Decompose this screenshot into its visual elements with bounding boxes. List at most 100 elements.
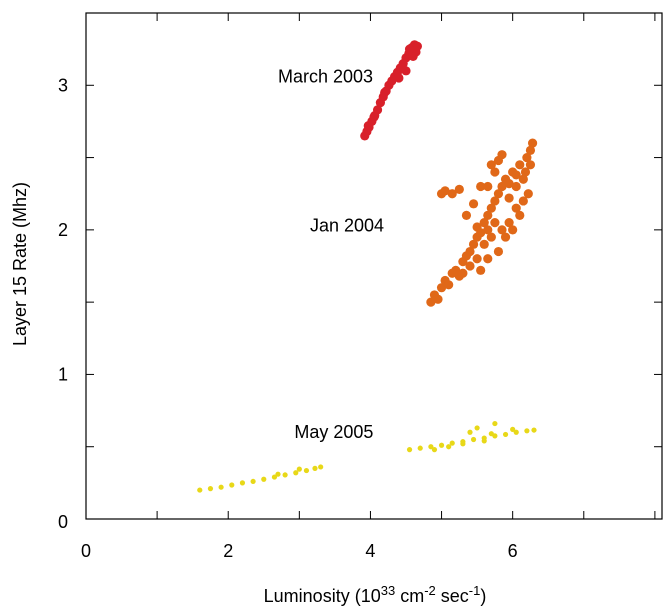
data-point — [426, 297, 436, 307]
data-point — [518, 196, 528, 206]
data-point — [497, 150, 507, 160]
data-point — [296, 466, 302, 472]
data-point — [401, 66, 411, 76]
data-point — [275, 471, 281, 477]
data-point — [525, 160, 536, 170]
data-point — [454, 184, 464, 194]
x-tick-label: 6 — [508, 541, 518, 561]
data-point — [479, 218, 489, 228]
annotations: March 2003 Jan 2004 May 2005 — [278, 66, 384, 442]
y-axis-label: Layer 15 Rate (Mhz) — [10, 182, 30, 346]
data-point — [467, 429, 473, 435]
annotation-label: Jan 2004 — [310, 215, 384, 235]
data-point — [380, 87, 390, 98]
data-point — [488, 431, 494, 437]
data-point — [510, 426, 516, 432]
data-point — [479, 239, 489, 249]
data-point — [444, 280, 454, 290]
data-point — [518, 174, 528, 184]
data-point — [438, 442, 445, 448]
data-point — [504, 218, 514, 228]
x-tick-label: 2 — [223, 541, 233, 561]
data-point — [465, 261, 475, 271]
data-point — [412, 41, 422, 51]
data-point — [460, 441, 466, 447]
data-point — [303, 467, 310, 474]
data-point — [504, 193, 514, 203]
data-point — [207, 486, 214, 492]
data-point — [525, 145, 536, 155]
data-point — [531, 427, 537, 433]
series-jan-2004 — [426, 138, 538, 307]
data-point — [502, 431, 509, 438]
data-point — [486, 203, 496, 213]
data-point — [472, 254, 482, 264]
plot-border — [85, 12, 663, 520]
data-point — [476, 181, 486, 192]
data-point — [493, 189, 504, 199]
series-may-2005 — [197, 420, 537, 493]
y-tick-label: 2 — [58, 220, 68, 240]
data-point — [468, 199, 479, 209]
data-point — [372, 105, 383, 115]
data-point — [394, 73, 404, 83]
plot-frame — [85, 12, 663, 520]
x-tick-label: 0 — [81, 541, 91, 561]
data-point — [408, 51, 418, 61]
data-point — [406, 447, 413, 453]
data-point — [483, 210, 493, 220]
data-point — [404, 44, 415, 54]
data-point — [436, 283, 447, 293]
data-point — [523, 189, 533, 199]
data-point — [440, 186, 450, 196]
data-point — [490, 218, 500, 228]
data-point — [470, 436, 477, 443]
data-point — [511, 203, 521, 213]
data-point — [465, 246, 475, 257]
data-point — [446, 444, 452, 450]
axis-ticks — [85, 12, 662, 520]
data-point — [474, 425, 480, 431]
data-point — [522, 152, 532, 163]
data-point — [483, 254, 493, 264]
data-point — [481, 438, 487, 444]
data-point — [483, 225, 493, 235]
data-point — [490, 196, 500, 206]
data-point — [497, 181, 507, 192]
data-point — [472, 222, 482, 232]
annotation-label: March 2003 — [278, 66, 373, 86]
y-tick-label: 3 — [58, 75, 68, 95]
data-point — [229, 482, 235, 488]
data-point — [511, 181, 521, 192]
data-point — [312, 465, 318, 471]
data-point — [318, 464, 324, 470]
data-point — [417, 445, 423, 451]
data-point — [476, 265, 486, 275]
data-point — [282, 472, 288, 478]
tick-labels: 0 2 4 6 0 1 2 3 — [58, 75, 518, 561]
x-axis-label: Luminosity (1033 cm-2 sec-1) — [264, 583, 487, 606]
data-point — [497, 225, 507, 235]
data-point — [239, 480, 246, 486]
data-point — [218, 484, 224, 490]
data-point — [515, 160, 525, 170]
data-point — [433, 294, 443, 304]
data-point — [513, 429, 519, 435]
data-point — [449, 440, 455, 446]
data-point — [271, 474, 278, 480]
data-point — [490, 167, 500, 177]
x-tick-label: 4 — [365, 541, 375, 561]
data-point — [493, 246, 504, 257]
data-point — [293, 470, 299, 476]
data-point — [508, 225, 518, 235]
data-point — [504, 178, 514, 189]
y-tick-label: 1 — [58, 364, 68, 384]
data-point — [520, 167, 531, 177]
data-point — [363, 121, 373, 131]
data-point — [483, 181, 493, 192]
series-march-2003 — [360, 40, 422, 141]
data-point — [458, 268, 468, 278]
data-point — [468, 239, 479, 249]
data-point — [515, 210, 525, 220]
